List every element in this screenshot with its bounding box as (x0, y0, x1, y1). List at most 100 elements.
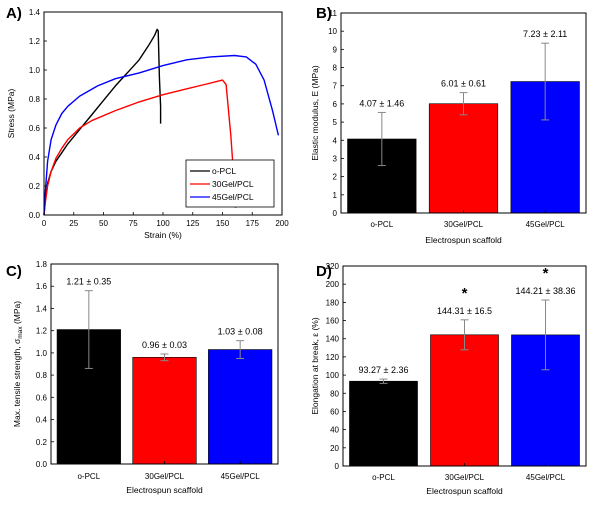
y-tick-label: 6 (333, 100, 338, 109)
y-tick-label: 0.6 (36, 393, 48, 402)
y-tick-label: 1.0 (36, 349, 48, 358)
x-axis-label: Strain (%) (144, 230, 182, 240)
category-label: o-PCL (372, 473, 395, 482)
y-tick-label: 0.6 (29, 124, 41, 133)
category-label: 45Gel/PCL (526, 220, 566, 229)
y-tick-label: 11 (329, 9, 338, 18)
y-tick-label: 3 (333, 154, 338, 163)
y-tick-label: 0 (333, 209, 338, 218)
y-tick-label: 0.2 (36, 438, 48, 447)
bar-plot: 0.0 0.2 0.4 0.6 0.8 1.0 1.2 1.4 1.6 1.8 (36, 260, 279, 469)
category-label: 30Gel/PCL (445, 473, 485, 482)
category-label: 45Gel/PCL (221, 472, 261, 481)
x-axis-label: Electrospun scaffold (426, 486, 503, 496)
y-tick-label: 9 (333, 45, 338, 54)
bar (208, 349, 273, 465)
data-label: 93.27 ± 2.36 (359, 365, 409, 375)
data-label: 1.21 ± 0.35 (66, 277, 111, 287)
plot-frame (342, 265, 587, 467)
y-tick-label: 0.0 (29, 211, 41, 220)
y-tick-label: 40 (330, 426, 339, 435)
panel-b: B) Elastic modulus, E (MPa) Electrospun … (310, 5, 587, 245)
data-label: 144.31 ± 16.5 (437, 306, 492, 316)
y-tick-label: 0.8 (36, 371, 48, 380)
legend-entry-o-pcl: o-PCL (212, 166, 236, 176)
x-tick-label: 75 (129, 219, 138, 228)
x-tick-label: 25 (69, 219, 78, 228)
category-label: o-PCL (370, 220, 393, 229)
significance-marker: * (543, 265, 549, 282)
series-lines (43, 28, 280, 216)
x-tick-label: 200 (275, 219, 289, 228)
panel-c: C) Max. tensile strength, σmax (MPa) Ele… (6, 260, 279, 495)
y-tick-label: 1.2 (29, 37, 41, 46)
y-tick-label: 0 (335, 462, 340, 471)
y-tick-label: 80 (330, 389, 339, 398)
significance-marker: * (462, 285, 468, 302)
y-axis-label: Elastic modulus, E (MPa) (310, 65, 320, 161)
bar (349, 380, 418, 467)
x-tick-label: 0 (42, 219, 47, 228)
y-tick-label: 100 (326, 371, 340, 380)
y-tick-label: 1.6 (36, 282, 48, 291)
x-axis-label: Electrospun scaffold (126, 485, 203, 495)
x-tick-label: 50 (99, 219, 108, 228)
y-tick-label: 220 (326, 262, 340, 271)
y-tick-label: 0.8 (29, 95, 41, 104)
y-axis-label-unit: (MPa) (12, 301, 22, 327)
y-tick-label: 180 (326, 298, 340, 307)
plot-frame (43, 11, 283, 216)
panel-label-c: C) (6, 263, 22, 280)
series-line (43, 79, 237, 216)
y-tick-label: 0.2 (29, 182, 41, 191)
panel-label-d: D) (316, 263, 332, 280)
y-tick-label: 7 (333, 82, 338, 91)
y-tick-label: 1.4 (36, 304, 48, 313)
y-tick-label: 10 (328, 27, 337, 36)
series-line (43, 28, 162, 216)
x-axis-label: Electrospun scaffold (425, 235, 502, 245)
data-label: 1.03 ± 0.08 (218, 327, 263, 337)
y-axis-label-main: Max. tensile strength, σ (12, 338, 22, 427)
category-label: 30Gel/PCL (444, 220, 484, 229)
plot-frame (340, 12, 587, 214)
x-tick-label: 100 (156, 219, 170, 228)
y-tick-label: 0.4 (29, 153, 41, 162)
category-label: 30Gel/PCL (145, 472, 185, 481)
data-label: 144.21 ± 38.36 (516, 286, 576, 296)
y-tick-label: 5 (333, 118, 338, 127)
y-tick-label: 1.2 (36, 327, 48, 336)
legend-entry-45gel: 45Gel/PCL (212, 192, 254, 202)
y-tick-label: 200 (326, 280, 340, 289)
y-tick-label: 4 (333, 136, 338, 145)
x-tick-label: 125 (186, 219, 200, 228)
bar-plot: 0 20 40 60 80 100 120 140 160 180 200 220 (326, 262, 587, 471)
data-label: 4.07 ± 1.46 (359, 98, 404, 108)
y-axis-label: Stress (MPa) (6, 89, 16, 139)
data-label: 7.23 ± 2.11 (523, 29, 567, 39)
x-tick-label: 150 (216, 219, 230, 228)
y-tick-label: 140 (326, 335, 340, 344)
y-axis-label: Elongation at break, ε (%) (310, 317, 320, 415)
series-line (43, 54, 280, 216)
y-tick-label: 60 (330, 407, 339, 416)
legend: o-PCL 30Gel/PCL 45Gel/PCL (185, 159, 275, 208)
category-label: o-PCL (77, 472, 100, 481)
bar-plot: 0 1 2 3 4 5 6 7 8 9 10 11 (328, 9, 587, 218)
data-label: 0.96 ± 0.03 (142, 340, 187, 350)
panel-d: D) Elongation at break, ε (%) Electrospu… (310, 262, 587, 496)
y-tick-label: 0.0 (36, 460, 48, 469)
bar (428, 103, 499, 214)
y-axis-label-subscript: max (17, 326, 24, 339)
y-tick-label: 2 (333, 173, 338, 182)
x-tick-label: 175 (246, 219, 260, 228)
category-label: 45Gel/PCL (526, 473, 566, 482)
panel-a: A) Stress (MPa) Strain (%) 0 25 50 75 100 125… (6, 5, 289, 240)
data-label: 6.01 ± 0.61 (441, 79, 486, 89)
y-axis-label: Max. tensile strength, σmax (MPa) (12, 301, 24, 427)
y-tick-label: 1.4 (29, 8, 41, 17)
panel-label-b: B) (316, 5, 332, 22)
y-tick-label: 160 (326, 317, 340, 326)
y-tick-label: 120 (326, 353, 340, 362)
